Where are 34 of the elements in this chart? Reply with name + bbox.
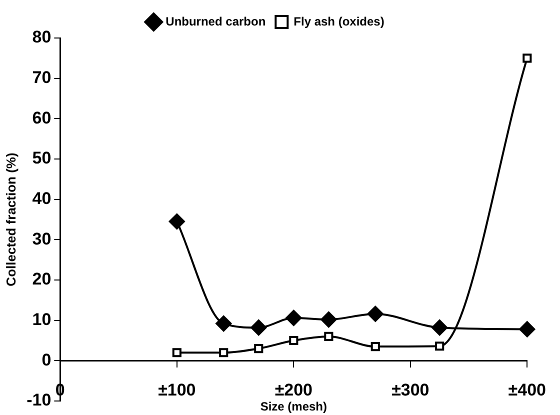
point [522, 54, 532, 63]
point [286, 310, 302, 326]
x-tick-label: ±300 [392, 380, 430, 400]
point [435, 342, 444, 351]
y-tick-label: 30 [32, 229, 52, 248]
y-tick-label: 10 [32, 310, 52, 330]
y-tick-label: 40 [32, 189, 52, 208]
point [289, 336, 298, 346]
x-tick-label: ±100 [158, 380, 196, 400]
y-tick-label: 70 [32, 68, 52, 88]
point [320, 312, 337, 328]
point [216, 316, 232, 332]
point [519, 321, 536, 338]
point [250, 320, 267, 336]
y-tick-label: 20 [32, 270, 52, 289]
legend-label: Fly ash (oxides) [294, 14, 384, 28]
point [432, 320, 448, 336]
y-tick-label: 80 [32, 28, 52, 47]
point [370, 342, 380, 352]
legend-label: Unburned carbon [166, 14, 266, 28]
point [172, 348, 182, 358]
point [168, 214, 185, 230]
point [219, 348, 228, 358]
x-axis-title: Size (mesh) [260, 399, 328, 414]
y-tick-label: 50 [32, 148, 52, 168]
x-tick-label: ±400 [508, 380, 546, 400]
y-tick-label: -10 [26, 390, 52, 410]
y-tick-label: 60 [32, 108, 52, 128]
y-tick-label: 0 [42, 350, 52, 370]
point [254, 344, 264, 354]
y-axis-title: Collected fraction (%) [3, 152, 18, 286]
point [367, 306, 384, 322]
point [324, 332, 334, 341]
x-tick-label: ±200 [274, 380, 313, 400]
